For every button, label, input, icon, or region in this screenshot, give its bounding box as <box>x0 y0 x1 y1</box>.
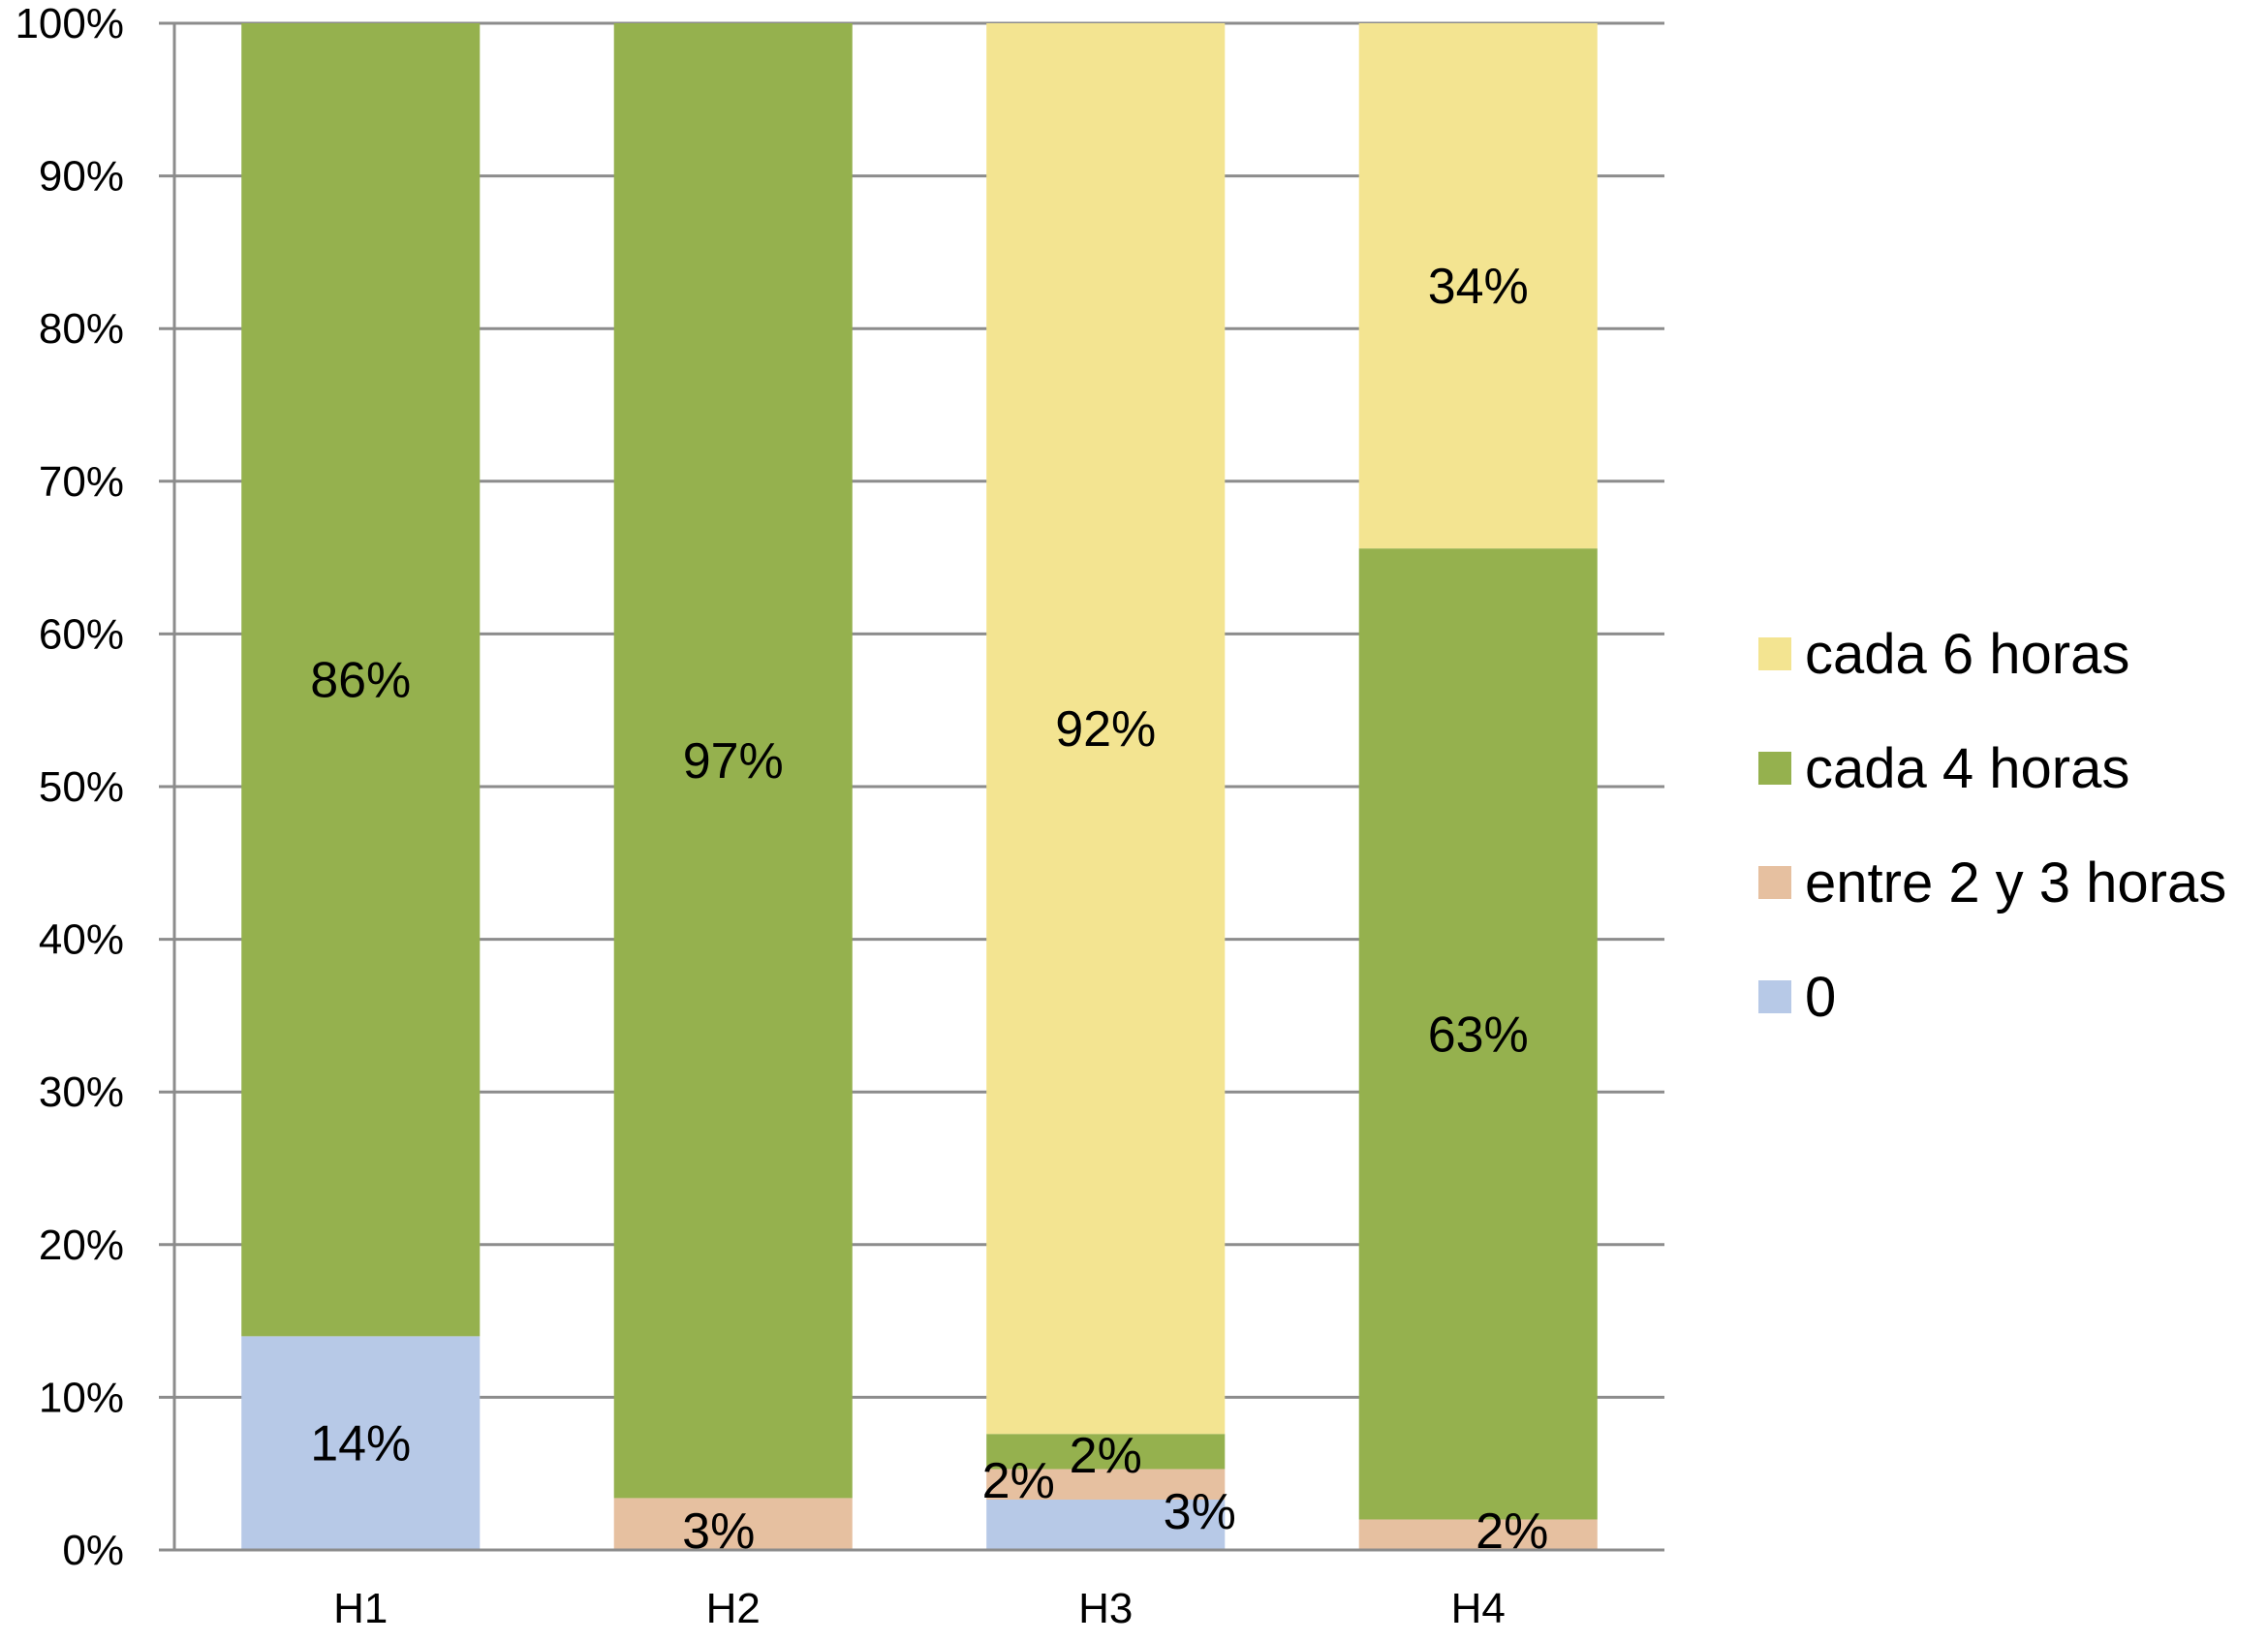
bar-segment <box>1358 23 1598 549</box>
y-tick-label: 70% <box>39 458 124 506</box>
bar-segment <box>986 1434 1226 1470</box>
y-tick-label: 10% <box>39 1374 124 1421</box>
y-tick-label: 80% <box>39 305 124 353</box>
legend-label: cada 6 horas <box>1805 623 2129 686</box>
legend-label: cada 4 horas <box>1805 737 2129 800</box>
bar-segment <box>241 23 481 1337</box>
bar-data-label: 34% <box>1428 259 1529 315</box>
data-labels: 14%86%3%97%3%2% 2%92%2%63%34% <box>310 259 1548 1560</box>
bar-segment <box>1358 548 1598 1520</box>
x-tick-label: H1 <box>333 1585 388 1632</box>
y-tick-label: 20% <box>39 1222 124 1269</box>
y-tick-label: 90% <box>39 153 124 201</box>
bar-segment <box>986 1499 1226 1550</box>
y-tick-label: 50% <box>39 763 124 811</box>
legend: cada 6 horas cada 4 horas entre 2 y 3 hora… <box>1758 623 2226 1029</box>
bar-data-label: 14% <box>310 1416 411 1472</box>
legend-label: entre 2 y 3 horas <box>1805 852 2226 914</box>
x-tick-label: H2 <box>706 1585 761 1632</box>
x-tick-label: H3 <box>1078 1585 1133 1632</box>
bar-data-label: 92% <box>1055 701 1156 758</box>
bar-segment <box>986 1469 1226 1500</box>
bar-segment <box>613 23 853 1499</box>
bar-data-label: 2% <box>1070 1428 1142 1484</box>
bar-data-label: 86% <box>310 653 411 709</box>
legend-swatch <box>1758 866 1791 899</box>
bar-data-label: 63% <box>1428 1007 1529 1063</box>
legend-swatch <box>1758 752 1791 785</box>
bar-data-label: 3% <box>1164 1484 1236 1540</box>
bars <box>241 23 1598 1550</box>
legend-label: 0 <box>1805 966 1836 1029</box>
bar-segment <box>1358 1519 1598 1550</box>
bar-segment <box>241 1336 481 1550</box>
y-tick-label: 40% <box>39 916 124 964</box>
y-tick-label: 100% <box>15 0 124 47</box>
bar-segment <box>613 1498 853 1550</box>
x-tick-label: H4 <box>1451 1585 1506 1632</box>
bar-data-label: 97% <box>683 733 784 790</box>
legend-swatch <box>1758 980 1791 1013</box>
y-tick-label: 30% <box>39 1069 124 1116</box>
bar-data-label: 2% <box>982 1453 1055 1509</box>
axes: 0% 10% 20% 30% 40% 50% 60% 70% 80% 90% 100% H1 H2 H3 H… <box>15 0 1664 1632</box>
bar-segment <box>986 23 1226 1435</box>
legend-swatch <box>1758 637 1791 670</box>
y-tick-label: 0% <box>62 1527 124 1574</box>
y-tick-label: 60% <box>39 610 124 658</box>
